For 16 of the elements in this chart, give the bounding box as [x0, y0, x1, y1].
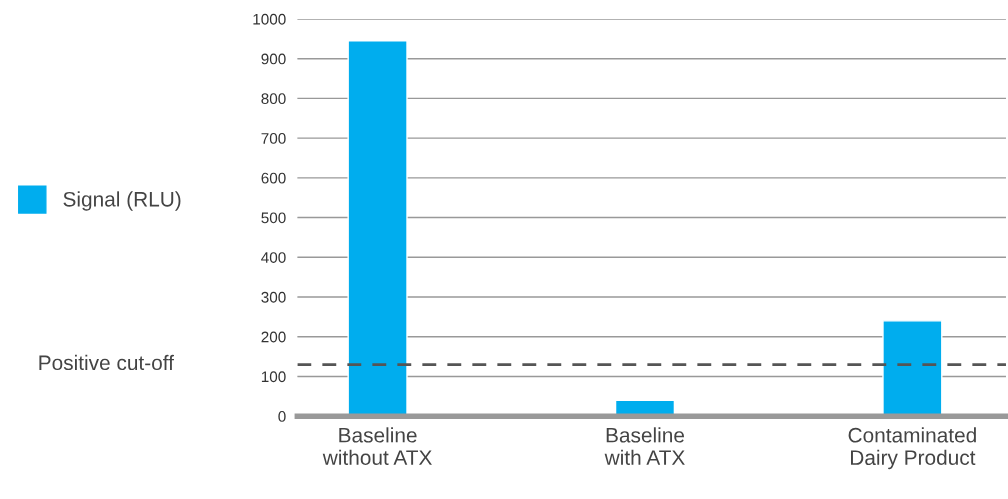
- y-tick-label: 400: [261, 252, 286, 263]
- y-tick-label: 1000: [253, 13, 286, 25]
- y-tick-label: 600: [261, 172, 286, 184]
- y-tick-label: 700: [261, 132, 286, 144]
- y-tick-label: 100: [261, 371, 286, 383]
- y-tick-label: 500: [261, 212, 286, 224]
- ref-line-label: Positive cut-off: [39, 354, 175, 371]
- x-tick-label: Contaminated Dairy Product: [848, 427, 976, 470]
- y-tick-label: 0: [278, 411, 286, 422]
- y-tick-label: 200: [261, 331, 286, 343]
- x-tick-label: Baseline with ATX: [604, 427, 685, 465]
- legend-label: Signal (RLU): [63, 191, 181, 211]
- y-tick-label: 300: [261, 291, 286, 303]
- y-tick-label: 800: [261, 93, 286, 105]
- y-tick-label: 900: [261, 53, 286, 65]
- x-tick-label: Baseline without ATX: [322, 427, 432, 466]
